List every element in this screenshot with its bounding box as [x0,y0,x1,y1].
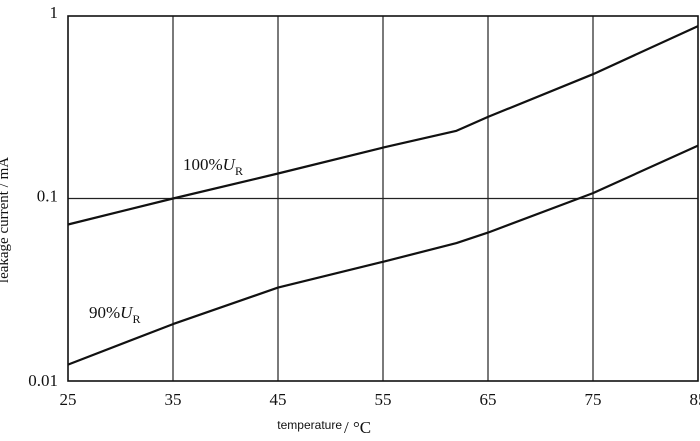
series-lines [67,25,699,366]
curve-label-100-percent-ur: 100%UR [183,155,243,178]
curve-labels: 100%UR 90%UR [89,155,243,326]
y-tick-label: 1 [50,3,59,22]
x-tick-label: 55 [375,390,392,409]
x-axis-label-unit: / °C [344,418,371,437]
x-tick-label: 85 [690,390,700,409]
y-axis-label: leakage current / mA [0,157,12,283]
tick-labels: 25 35 45 55 65 75 85 0.01 0.1 1 [28,3,700,409]
x-tick-label: 45 [270,390,287,409]
y-tick-label: 0.1 [37,187,58,206]
x-tick-label: 75 [585,390,602,409]
plot-frame [67,15,699,382]
series-line-90-percent-ur [67,144,699,366]
x-tick-label: 25 [60,390,77,409]
y-tick-label: 0.01 [28,371,58,390]
x-axis-label-text: temperature [277,418,342,432]
series-line-100-percent-ur [67,25,699,226]
curve-label-90-percent-ur: 90%UR [89,303,140,326]
grid [67,15,699,382]
x-tick-label: 35 [165,390,182,409]
x-tick-label: 65 [480,390,497,409]
x-axis-label: temperature / °C [277,418,371,437]
